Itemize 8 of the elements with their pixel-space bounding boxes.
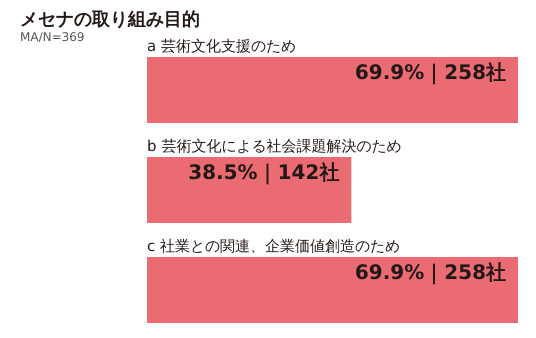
- y-tick-label: a 芸術文化支援のため: [147, 37, 296, 55]
- y-tick-label: c 社業との関連、企業価値創造のため: [147, 237, 400, 255]
- y-tick-label: b 芸術文化による社会課題解決のため: [147, 137, 402, 155]
- data-label: 69.9%｜258社: [354, 60, 506, 85]
- data-label: 38.5%｜142社: [188, 160, 340, 185]
- data-label: 69.9%｜258社: [354, 260, 506, 285]
- text: メセナの取り組み目的: [20, 9, 200, 30]
- text: MA/N=369: [20, 30, 85, 44]
